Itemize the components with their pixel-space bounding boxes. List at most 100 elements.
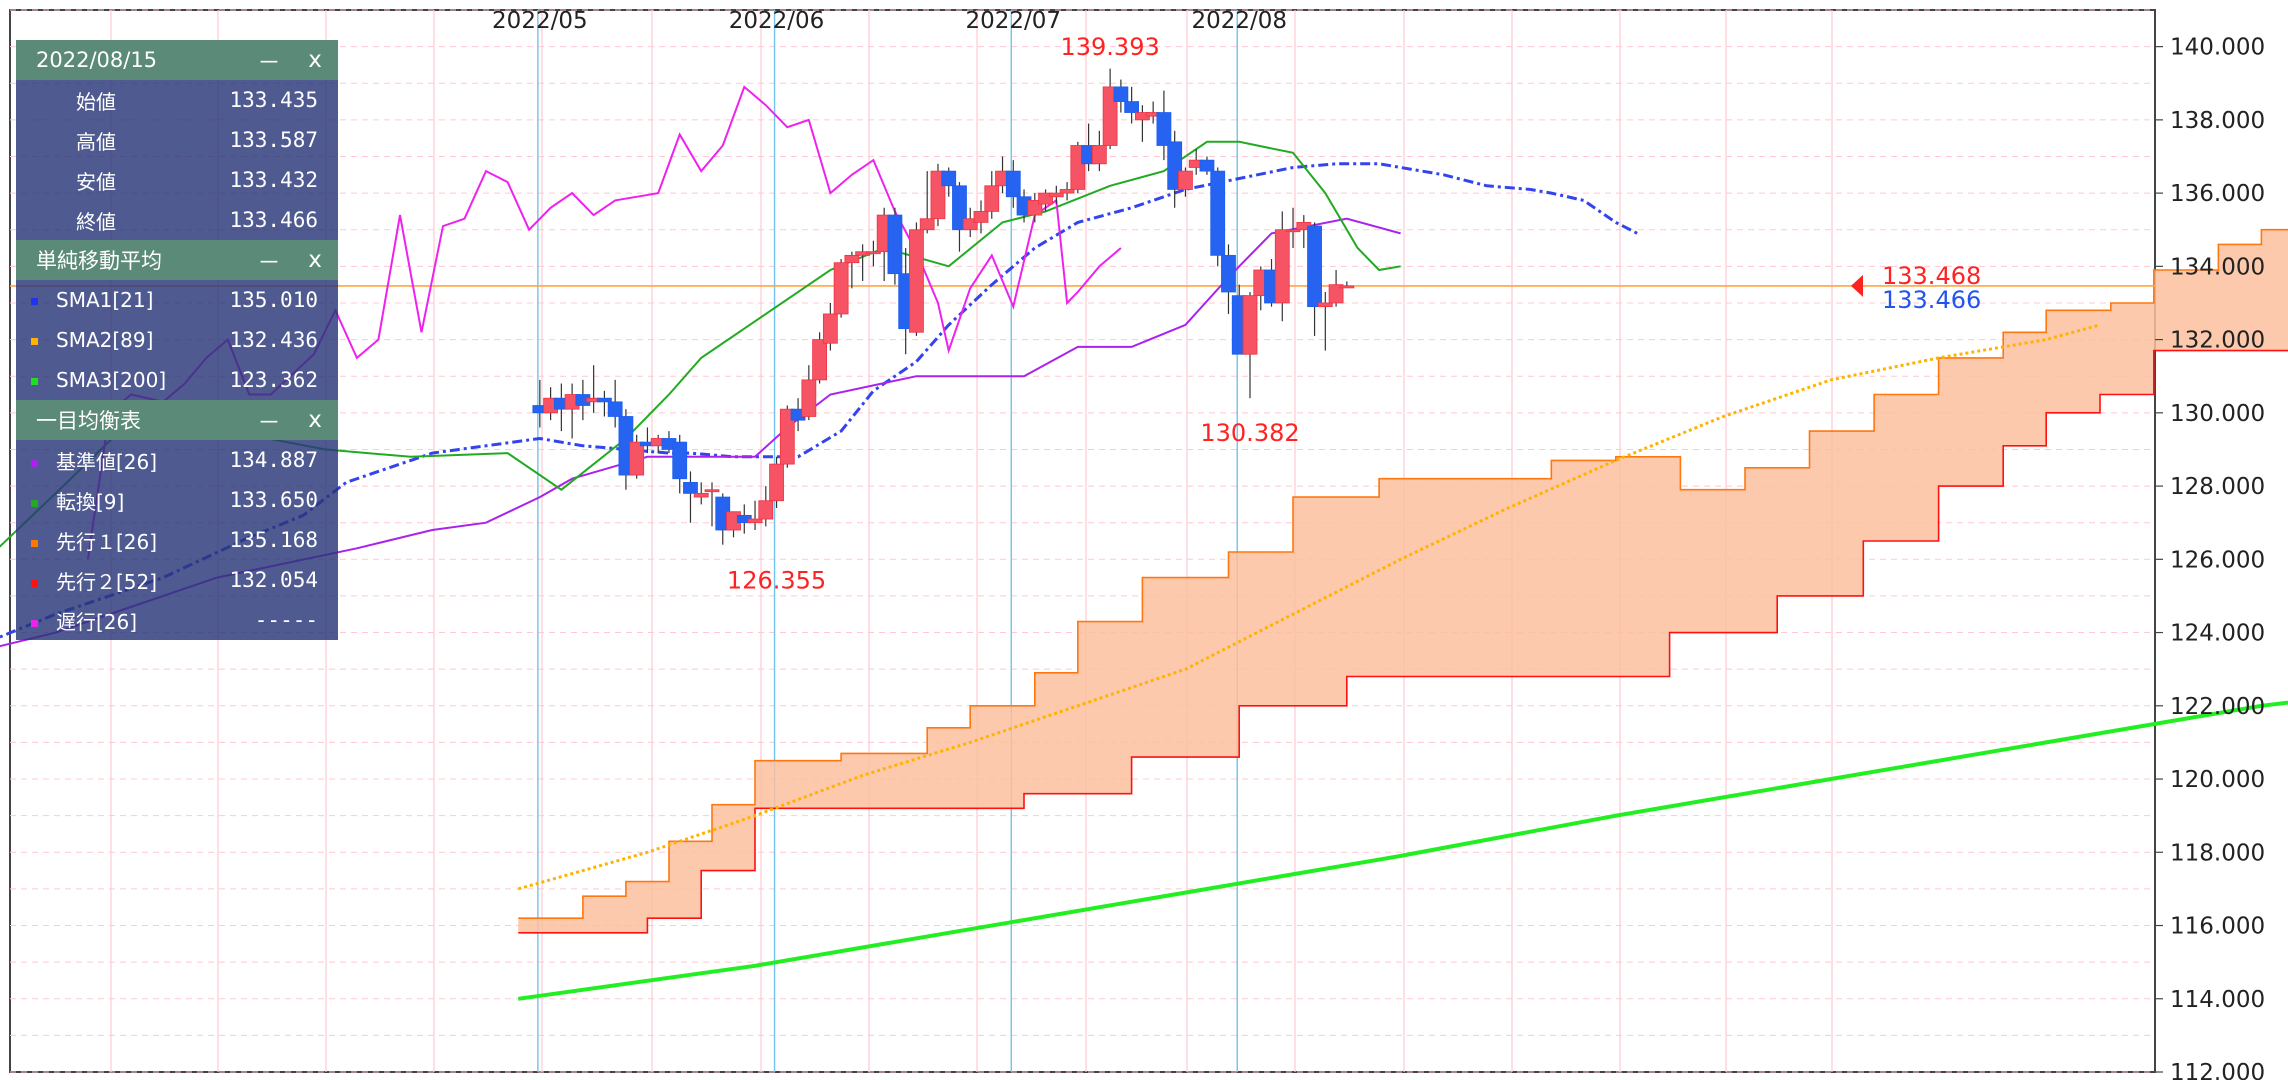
- ohlc-value: 133.435: [229, 88, 318, 112]
- series-line-SMA1[21]: [0, 162, 1639, 639]
- candle-body: [822, 313, 838, 344]
- candle-body: [1059, 189, 1075, 194]
- candle-body: [672, 441, 688, 480]
- y-tick-label: 124.000: [2170, 621, 2265, 647]
- candle-body: [747, 518, 763, 524]
- candle-body: [941, 170, 957, 187]
- legend-swatch: [31, 378, 38, 385]
- candle-body: [704, 489, 720, 493]
- legend-swatch: [31, 499, 38, 507]
- candle-body: [973, 211, 989, 223]
- y-tick-label: 122.000: [2170, 694, 2265, 720]
- candle-body: [1328, 284, 1344, 304]
- sma-label: SMA2[89]: [16, 328, 210, 352]
- candle-body: [1113, 86, 1129, 102]
- candle-body: [801, 379, 817, 417]
- sma-label: SMA1[21]: [16, 288, 210, 312]
- candles: [532, 68, 1355, 545]
- ohlc-value: 133.587: [229, 128, 318, 152]
- candle-body: [1221, 254, 1236, 293]
- sma-close-button[interactable]: x: [308, 247, 322, 273]
- ichimoku-label: 先行２[52]: [16, 566, 210, 595]
- candle-body: [1242, 295, 1258, 355]
- sma-value: 132.436: [229, 328, 318, 352]
- y-tick-label: 140.000: [2170, 35, 2265, 61]
- x-tick-label: 2022/07: [965, 8, 1061, 34]
- ohlc-close-button[interactable]: x: [308, 47, 322, 73]
- legend-swatch: [31, 338, 38, 345]
- series-line-SMA2[89]: [517, 323, 2101, 891]
- sma-name: SMA1[21]: [56, 288, 154, 312]
- ichimoku-label: 先行１[26]: [16, 526, 210, 555]
- price-annotation: 126.355: [727, 566, 826, 594]
- y-tick-label: 138.000: [2170, 108, 2265, 134]
- candle-body: [607, 401, 623, 417]
- sma-panel-header[interactable]: 単純移動平均 － x: [16, 240, 338, 280]
- ichimoku-label: 遅行[26]: [16, 606, 210, 635]
- senkou1-line: [518, 228, 2288, 920]
- candle-body: [833, 262, 849, 315]
- y-tick-label: 112.000: [2170, 1060, 2265, 1080]
- legend-swatch: [31, 619, 38, 627]
- candle-body: [1038, 192, 1053, 205]
- senkou2-line: [518, 349, 2288, 934]
- sma-minimize-button[interactable]: －: [257, 250, 281, 276]
- ohlc-row-close: 終値 133.466: [16, 200, 338, 240]
- candle-body: [779, 408, 795, 465]
- axis-labels: 112.000 114.000 116.000 118.000 120.000 122.0…: [492, 8, 2265, 1080]
- ichimoku-close-button[interactable]: x: [308, 407, 322, 433]
- y-tick-label: 114.000: [2170, 987, 2265, 1013]
- ohlc-row-open: 始値 133.435: [16, 80, 338, 120]
- price-tag: 133.466: [1882, 286, 1981, 314]
- ichimoku-row-1: 基準値[26] 134.887: [16, 440, 338, 480]
- ohlc-label: 終値: [76, 209, 116, 234]
- candle-body: [1339, 285, 1355, 289]
- cloud-area: [518, 229, 2288, 933]
- candle-body: [887, 214, 903, 275]
- y-tick-label: 126.000: [2170, 547, 2265, 573]
- x-tick-label: 2022/08: [1191, 8, 1287, 34]
- y-tick-label: 118.000: [2170, 840, 2265, 866]
- last-price-marker: [1851, 274, 1863, 297]
- candle-body: [1307, 225, 1322, 308]
- y-tick-label: 132.000: [2170, 328, 2265, 354]
- price-annotation: 130.382: [1200, 419, 1299, 447]
- legend-swatch: [31, 298, 38, 305]
- candle-body: [844, 254, 860, 264]
- candle-body: [962, 218, 978, 231]
- candle-body: [693, 492, 709, 498]
- ichimoku-name: 先行１[26]: [56, 529, 158, 554]
- candle-body: [1210, 170, 1226, 256]
- ohlc-panel-header[interactable]: 2022/08/15 － x: [16, 40, 338, 80]
- candle-body: [919, 218, 935, 231]
- sma-value: 123.362: [229, 368, 318, 392]
- candle-body: [1091, 145, 1107, 165]
- ichimoku-panel-title: 一目均衡表: [36, 409, 141, 433]
- candle-body: [683, 482, 698, 494]
- candle-body: [758, 500, 774, 520]
- y-tick-label: 116.000: [2170, 914, 2265, 940]
- candle-body: [812, 339, 827, 381]
- candle-body: [1178, 170, 1193, 190]
- ichimoku-name: 遅行[26]: [56, 609, 138, 634]
- candle-body: [866, 251, 881, 255]
- legend-swatch: [31, 459, 38, 467]
- ichimoku-row-3: 先行１[26] 135.168: [16, 520, 338, 560]
- ichimoku-label: 基準値[26]: [16, 446, 210, 475]
- sma-value: 135.010: [229, 288, 318, 312]
- ichimoku-value: 134.887: [229, 448, 318, 472]
- ichimoku-minimize-button[interactable]: －: [257, 410, 281, 436]
- price-annotation: 139.393: [1060, 33, 1159, 61]
- ichimoku-panel-header[interactable]: 一目均衡表 － x: [16, 400, 338, 440]
- candle-body: [1048, 192, 1064, 198]
- ichimoku-value: 135.168: [229, 528, 318, 552]
- sma-row-2: SMA2[89] 132.436: [16, 320, 338, 360]
- ichimoku-row-5: 遅行[26] -----: [16, 600, 338, 640]
- price-tag: 133.468: [1882, 262, 1981, 290]
- ohlc-minimize-button[interactable]: －: [257, 50, 281, 76]
- candle-body: [597, 397, 612, 403]
- candle-body: [629, 441, 645, 476]
- y-tick-label: 130.000: [2170, 401, 2265, 427]
- y-tick-label: 134.000: [2170, 254, 2265, 280]
